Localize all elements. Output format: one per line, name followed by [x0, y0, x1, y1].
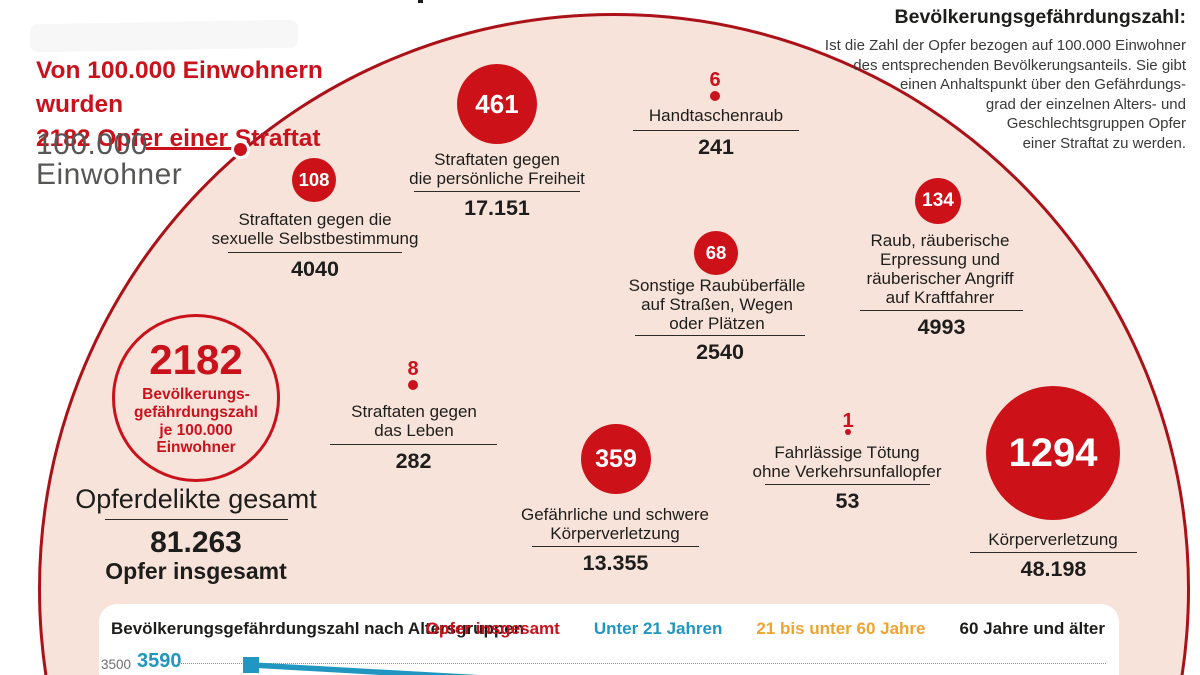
legend-item-1: Opfer insgesamt [425, 619, 560, 638]
definition-text: Ist die Zahl der Opfer bezogen auf 100.0… [824, 37, 1186, 152]
legend-item-2: Unter 21 Jahren [593, 619, 723, 638]
legend-item-4: 60 Jahre und älter [959, 619, 1105, 638]
bgz-dot-icon [710, 91, 720, 101]
bgz-value: 359 [595, 444, 637, 473]
total-victims-value: 4993 [917, 315, 966, 339]
bgz-bubble: 461 [457, 64, 537, 144]
total-bgz-circle: 2182 Bevölkerungs- gefährdungszahl je 10… [112, 314, 280, 482]
bgz-value: 68 [705, 242, 727, 263]
label-rule [228, 252, 402, 254]
crime-label: Gefährliche und schwere Körperverletzung [520, 505, 710, 544]
bgz-bubble: 134 [915, 178, 961, 224]
total-victims-value: 241 [698, 135, 734, 159]
label-rule [633, 130, 799, 132]
bgz-value: 8 [407, 358, 419, 380]
total-victims-value: 17.151 [464, 196, 530, 220]
bgz-bubble: 359 [581, 424, 651, 494]
bgz-dot-icon [845, 429, 851, 435]
crime-label: Fahrlässige Tötung ohne Verkehrsunfallop… [752, 443, 942, 482]
bgz-value: 134 [922, 190, 954, 211]
totals-value: 81.263 [150, 526, 242, 559]
label-rule [635, 335, 805, 337]
crime-label: Straftaten gegen die sexuelle Selbstbest… [211, 210, 419, 249]
pointer-line [146, 147, 234, 150]
bgz-bubble: 1294 [986, 386, 1120, 520]
bgz-bubble: 108 [292, 158, 336, 202]
totals-rule [105, 519, 288, 521]
total-victims-value: 48.198 [1020, 557, 1087, 581]
gridline-dotted [178, 663, 1106, 664]
legend-item-3: 21 bis unter 60 Jahre [756, 619, 926, 638]
total-victims-value: 282 [395, 449, 432, 473]
pointer-dot-icon [231, 140, 250, 159]
age-chart-panel: Bevölkerungsgefährdungszahl nach Altersg… [99, 604, 1119, 675]
definition-box: Bevölkerungsgefährdungszahl: Ist die Zah… [766, 6, 1186, 153]
label-rule [765, 484, 930, 486]
label-rule [414, 191, 580, 193]
bgz-value: 108 [298, 169, 330, 190]
total-victims-value: 13.355 [582, 551, 649, 575]
crime-label: Handtaschenraub [648, 106, 784, 125]
faded-logo [29, 19, 299, 53]
label-rule [532, 546, 699, 548]
total-victims-value: 4040 [291, 257, 339, 281]
line-start-marker [243, 657, 259, 673]
age-chart-title: Bevölkerungsgefährdungszahl nach Altersg… [111, 619, 525, 638]
bgz-dot-icon [408, 380, 418, 390]
crime-label: Raub, räuberische Erpressung und räuberi… [866, 231, 1014, 308]
bgz-value: 1294 [1008, 430, 1098, 475]
crime-label: Straftaten gegen das Leben [351, 402, 477, 441]
total-victims-value: 53 [835, 489, 860, 513]
age-chart-legend: Opfer insgesamt Unter 21 Jahren 21 bis unt… [426, 619, 1105, 639]
total-victims-value: 2540 [696, 340, 744, 364]
first-data-point-label: 3590 [137, 650, 182, 672]
bgz-value: 6 [709, 69, 721, 91]
label-rule [330, 444, 497, 446]
population-label: 100.000 Einwohner [36, 128, 183, 191]
crime-label: Körperverletzung [988, 530, 1118, 549]
bgz-value: 461 [475, 88, 519, 119]
total-bgz-value: 2182 [149, 336, 243, 384]
cropped-text-artifact [418, 0, 423, 3]
crime-label: Sonstige Raubüberfälle auf Straßen, Wege… [628, 276, 806, 334]
definition-title: Bevölkerungsgefährdungszahl: [894, 6, 1186, 28]
y-axis-tick: 3500 [101, 657, 132, 672]
bgz-bubble: 68 [694, 231, 738, 275]
totals-title: Opferdelikte gesamt [75, 484, 317, 514]
totals-sublabel: Opfer insgesamt [105, 558, 287, 584]
bgz-value: 1 [842, 410, 854, 432]
label-rule [860, 310, 1023, 312]
crime-label: Straftaten gegen die persönliche Freihei… [409, 150, 585, 189]
label-rule [970, 552, 1137, 554]
total-bgz-label: Bevölkerungs- gefährdungszahl je 100.000… [133, 386, 258, 457]
